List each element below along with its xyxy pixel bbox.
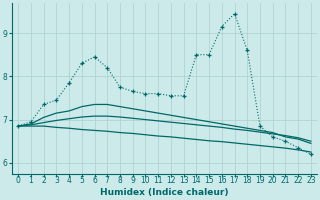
- X-axis label: Humidex (Indice chaleur): Humidex (Indice chaleur): [100, 188, 229, 197]
